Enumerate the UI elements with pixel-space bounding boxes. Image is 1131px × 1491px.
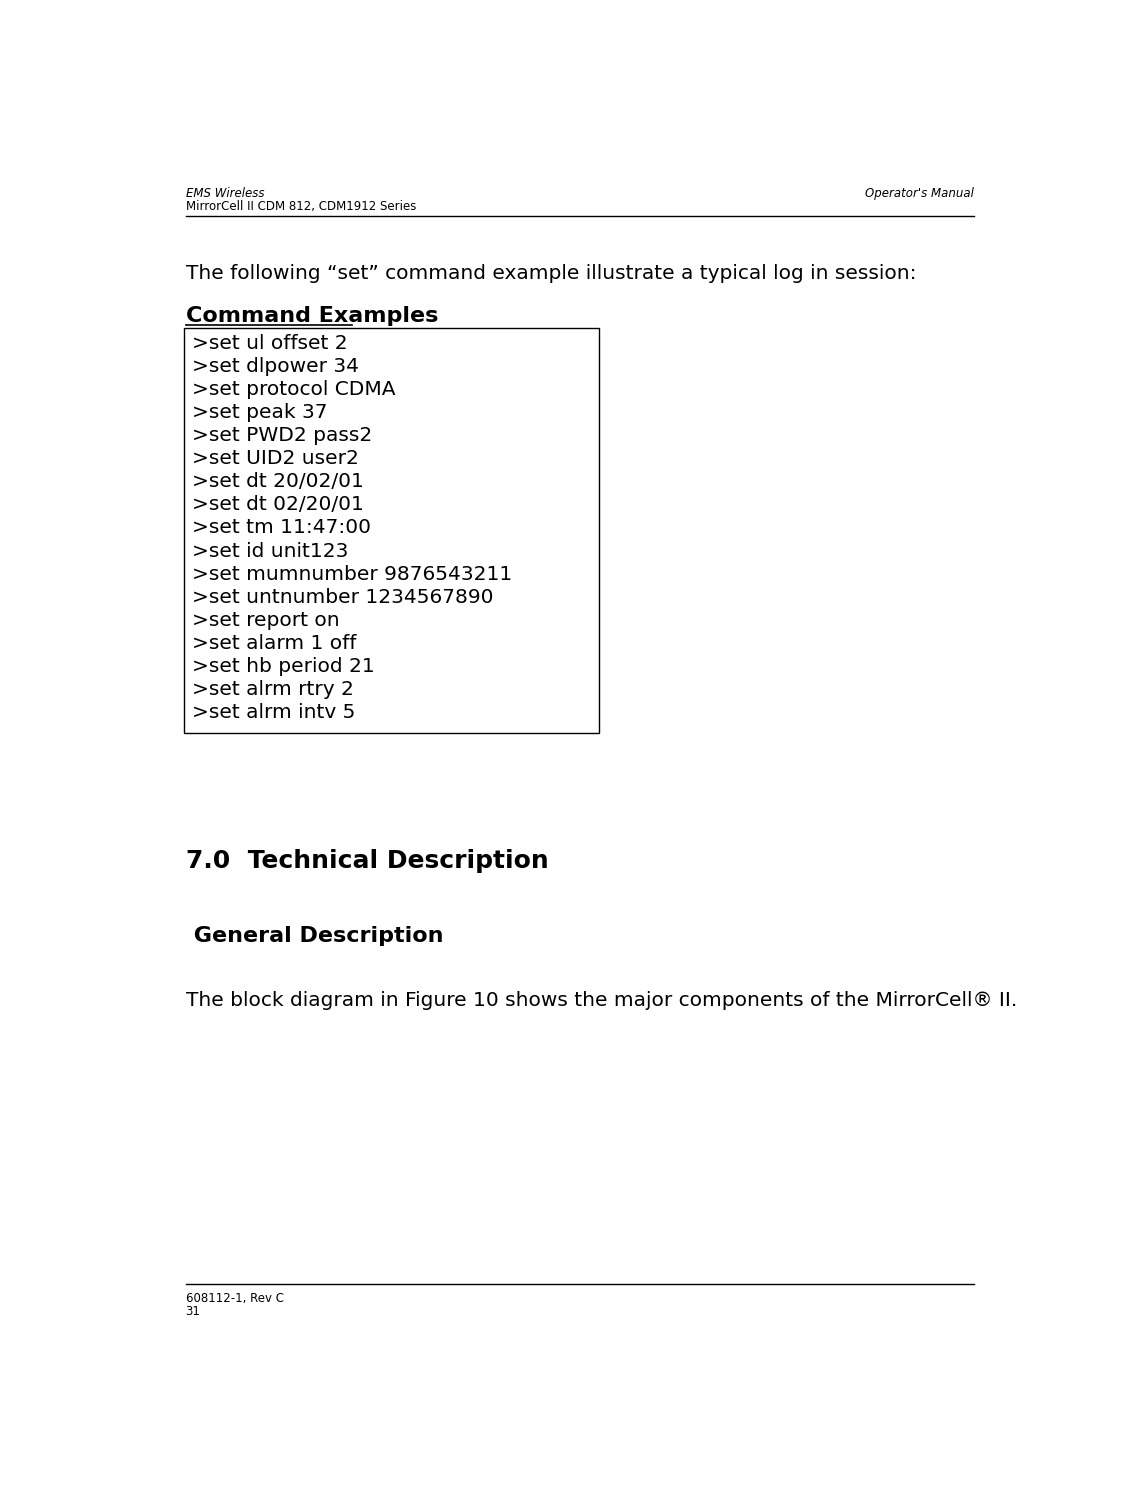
Text: >set peak 37: >set peak 37 (192, 403, 327, 422)
Bar (184, 328, 598, 732)
Text: >set ul offset 2: >set ul offset 2 (192, 334, 347, 353)
Text: >set id unit123: >set id unit123 (192, 541, 348, 561)
Text: >set alarm 1 off: >set alarm 1 off (192, 634, 356, 653)
Text: MirrorCell II CDM 812, CDM1912 Series: MirrorCell II CDM 812, CDM1912 Series (185, 200, 416, 213)
Text: >set dt 02/20/01: >set dt 02/20/01 (192, 495, 364, 514)
Text: >set untnumber 1234567890: >set untnumber 1234567890 (192, 587, 493, 607)
Text: 7.0  Technical Description: 7.0 Technical Description (185, 848, 549, 872)
Text: General Description: General Description (185, 926, 443, 945)
Text: >set dlpower 34: >set dlpower 34 (192, 356, 359, 376)
Text: >set alrm rtry 2: >set alrm rtry 2 (192, 680, 354, 699)
Text: >set report on: >set report on (192, 611, 339, 629)
Text: 31: 31 (185, 1305, 200, 1318)
Text: The block diagram in Figure 10 shows the major components of the MirrorCell® II.: The block diagram in Figure 10 shows the… (185, 992, 1017, 1011)
Text: >set tm 11:47:00: >set tm 11:47:00 (192, 519, 371, 537)
Text: The following “set” command example illustrate a typical log in session:: The following “set” command example illu… (185, 264, 916, 283)
Text: Command Examples: Command Examples (185, 306, 438, 327)
Text: >set hb period 21: >set hb period 21 (192, 658, 374, 675)
Text: >set alrm intv 5: >set alrm intv 5 (192, 704, 355, 722)
Text: Operator's Manual: Operator's Manual (865, 186, 974, 200)
Text: 608112-1, Rev C: 608112-1, Rev C (185, 1291, 284, 1305)
Text: >set dt 20/02/01: >set dt 20/02/01 (192, 473, 364, 492)
Text: EMS Wireless: EMS Wireless (185, 186, 264, 200)
Text: >set mumnumber 9876543211: >set mumnumber 9876543211 (192, 565, 512, 583)
Text: >set protocol CDMA: >set protocol CDMA (192, 380, 395, 400)
Text: >set UID2 user2: >set UID2 user2 (192, 449, 359, 468)
Text: >set PWD2 pass2: >set PWD2 pass2 (192, 426, 372, 446)
